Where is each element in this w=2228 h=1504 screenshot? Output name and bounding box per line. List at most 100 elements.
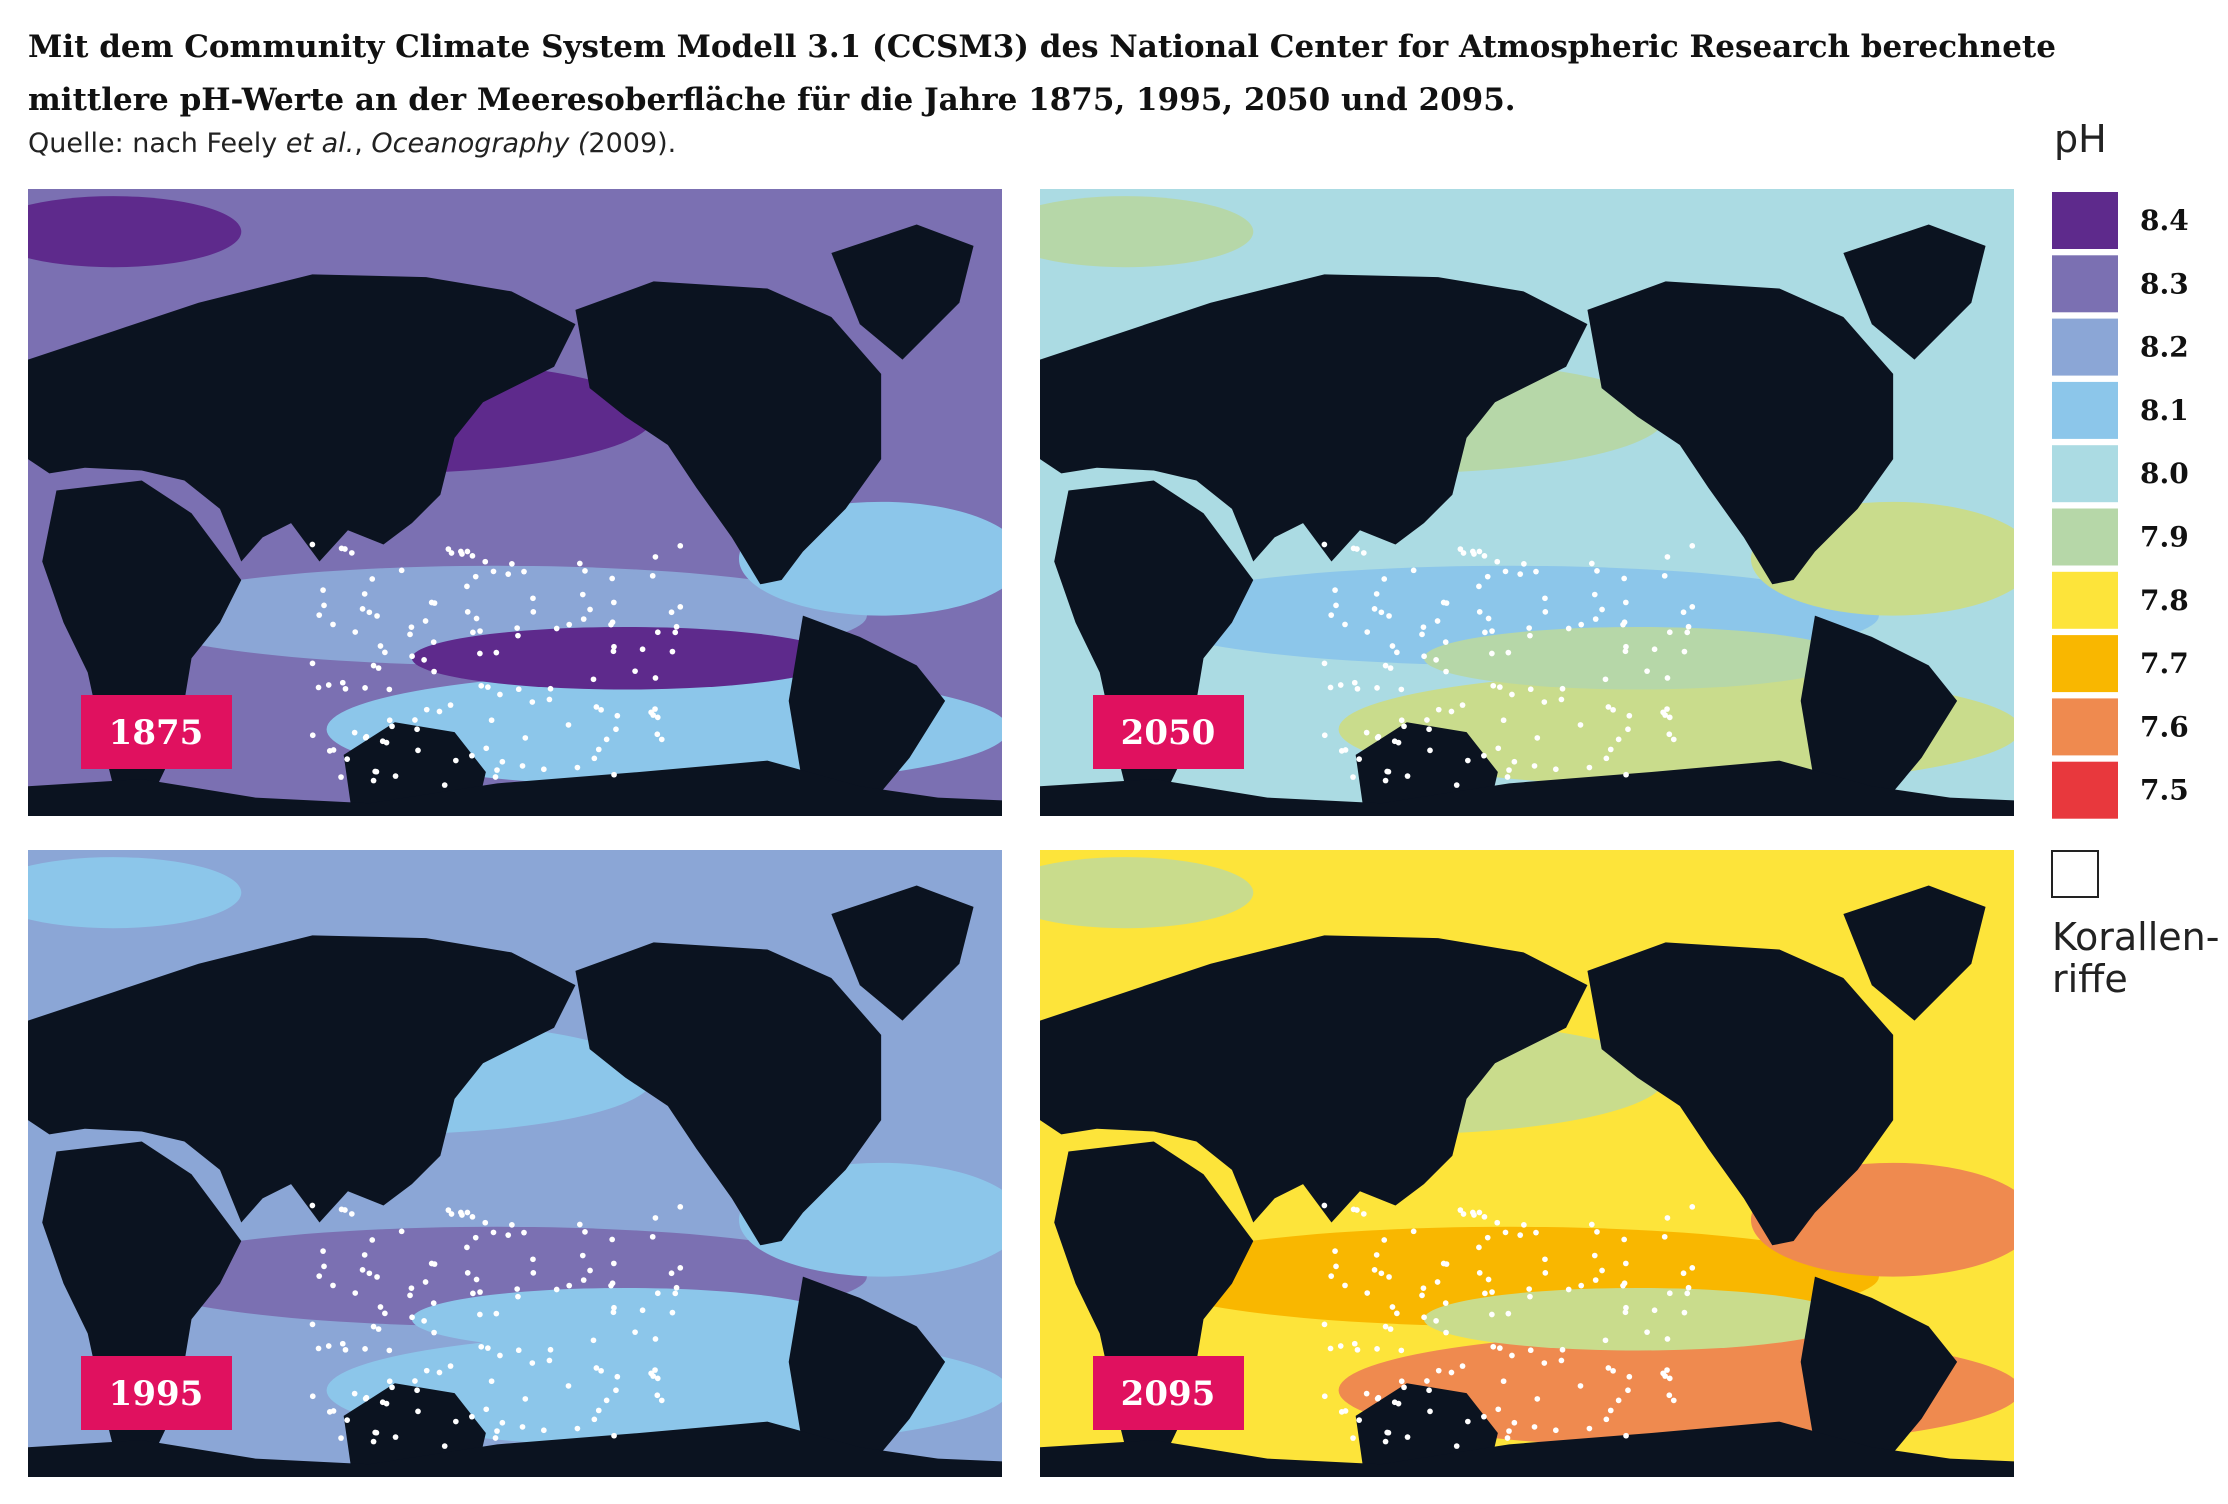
coral-reef xyxy=(1364,1290,1371,1296)
legend-label: 8.2 xyxy=(2140,331,2189,364)
coral-reef xyxy=(326,748,333,754)
coral-reef xyxy=(1398,1347,1405,1354)
coral-reef xyxy=(374,613,380,619)
coral-reef xyxy=(1398,1378,1405,1385)
coral-reef xyxy=(1342,1282,1348,1289)
coral-reef xyxy=(359,606,366,612)
coral-reef xyxy=(632,668,638,675)
coral-reef xyxy=(505,1232,512,1238)
coral-reef xyxy=(1565,1286,1572,1293)
coral-reef xyxy=(611,1304,617,1311)
coral-reef xyxy=(652,675,659,681)
coral-reef xyxy=(389,723,395,730)
coral-reef xyxy=(677,603,684,610)
coral-reef xyxy=(1420,1285,1427,1292)
coral-reef xyxy=(392,1434,399,1440)
coral-reef xyxy=(458,548,464,555)
coral-reef xyxy=(377,1304,384,1310)
coral-reef xyxy=(370,1438,377,1445)
coral-reef xyxy=(1382,662,1389,669)
landmass xyxy=(831,224,974,360)
coral-reef xyxy=(490,568,497,575)
coral-reef xyxy=(1666,1392,1673,1399)
coral-reef xyxy=(1541,1360,1548,1366)
coral-reef xyxy=(448,1211,455,1217)
coral-reef xyxy=(547,1346,554,1353)
coral-reef xyxy=(447,1363,454,1369)
coral-reef xyxy=(1421,1314,1427,1321)
coral-reef xyxy=(464,1244,470,1251)
coral-reef xyxy=(677,542,684,549)
coral-reef xyxy=(359,1267,366,1273)
coral-reef xyxy=(1489,1311,1495,1318)
coral-reef xyxy=(1610,1367,1616,1374)
coral-reef xyxy=(669,1309,676,1316)
coral-reef xyxy=(499,758,506,765)
coral-reef xyxy=(519,763,526,769)
coral-reef xyxy=(1465,757,1471,764)
coral-reef xyxy=(369,1237,376,1243)
legend-swatch xyxy=(2052,445,2118,503)
coral-reef xyxy=(469,752,475,759)
coral-reef xyxy=(613,1387,619,1394)
coral-reef xyxy=(1424,1378,1430,1384)
coral-reef xyxy=(553,1286,560,1293)
coral-reef xyxy=(316,612,323,618)
coral-reef xyxy=(1482,629,1488,636)
coral-reef xyxy=(654,1375,661,1382)
coral-reef xyxy=(379,1399,386,1406)
coral-reef xyxy=(1387,1326,1394,1332)
coral-reef xyxy=(1670,736,1677,743)
coral-reef xyxy=(673,1284,680,1291)
coral-reef xyxy=(1558,1357,1565,1364)
coral-reef xyxy=(654,731,661,738)
coral-reef xyxy=(1626,1373,1633,1380)
coral-reef xyxy=(608,621,614,628)
landmass xyxy=(1800,615,1958,816)
coral-reef xyxy=(579,1252,586,1259)
coral-reef xyxy=(1382,1438,1389,1445)
coral-reef xyxy=(591,755,598,762)
coral-reef xyxy=(639,646,646,653)
coral-reef xyxy=(409,1314,415,1321)
coral-reef xyxy=(348,1211,355,1217)
coral-reef xyxy=(374,1274,380,1280)
landmass xyxy=(1843,224,1986,360)
coral-reef xyxy=(485,684,491,690)
coral-reef xyxy=(1386,613,1392,619)
coral-reef xyxy=(469,1213,476,1220)
coral-reef xyxy=(1500,1378,1507,1385)
coral-reef xyxy=(580,1277,587,1283)
coral-reef xyxy=(309,1321,316,1328)
coral-reef xyxy=(1500,717,1507,724)
coral-reef xyxy=(1443,1329,1449,1336)
coral-reef xyxy=(375,665,382,671)
coral-reef xyxy=(1621,1236,1628,1243)
coral-reef xyxy=(1476,583,1482,590)
landmass xyxy=(788,1276,946,1477)
coral-reef xyxy=(436,708,443,715)
coral-reef xyxy=(494,1428,500,1434)
coral-reef xyxy=(1337,1343,1344,1349)
coral-reef xyxy=(1360,1211,1367,1217)
coral-reef xyxy=(441,782,448,788)
coral-reef xyxy=(1356,756,1363,762)
coral-reef xyxy=(654,714,661,721)
coral-reef xyxy=(1684,1290,1691,1297)
coral-reef xyxy=(1481,1413,1487,1420)
legend-swatch xyxy=(2052,571,2118,629)
coral-reef xyxy=(582,1229,588,1235)
coral-reef xyxy=(652,706,658,712)
coral-reef xyxy=(1387,665,1394,671)
source-text: , xyxy=(354,128,371,159)
maps: 1875 2050 1995 2095 xyxy=(28,189,2014,1477)
coral-reef xyxy=(515,632,521,639)
coral-reef xyxy=(362,685,368,691)
coral-reef xyxy=(1490,682,1497,689)
coral-reef xyxy=(478,682,485,689)
coral-reef xyxy=(648,1370,655,1377)
coral-reef xyxy=(1460,550,1467,556)
coral-reef xyxy=(1531,763,1538,769)
coral-reef xyxy=(1527,1293,1533,1300)
coral-reef xyxy=(436,1369,443,1376)
